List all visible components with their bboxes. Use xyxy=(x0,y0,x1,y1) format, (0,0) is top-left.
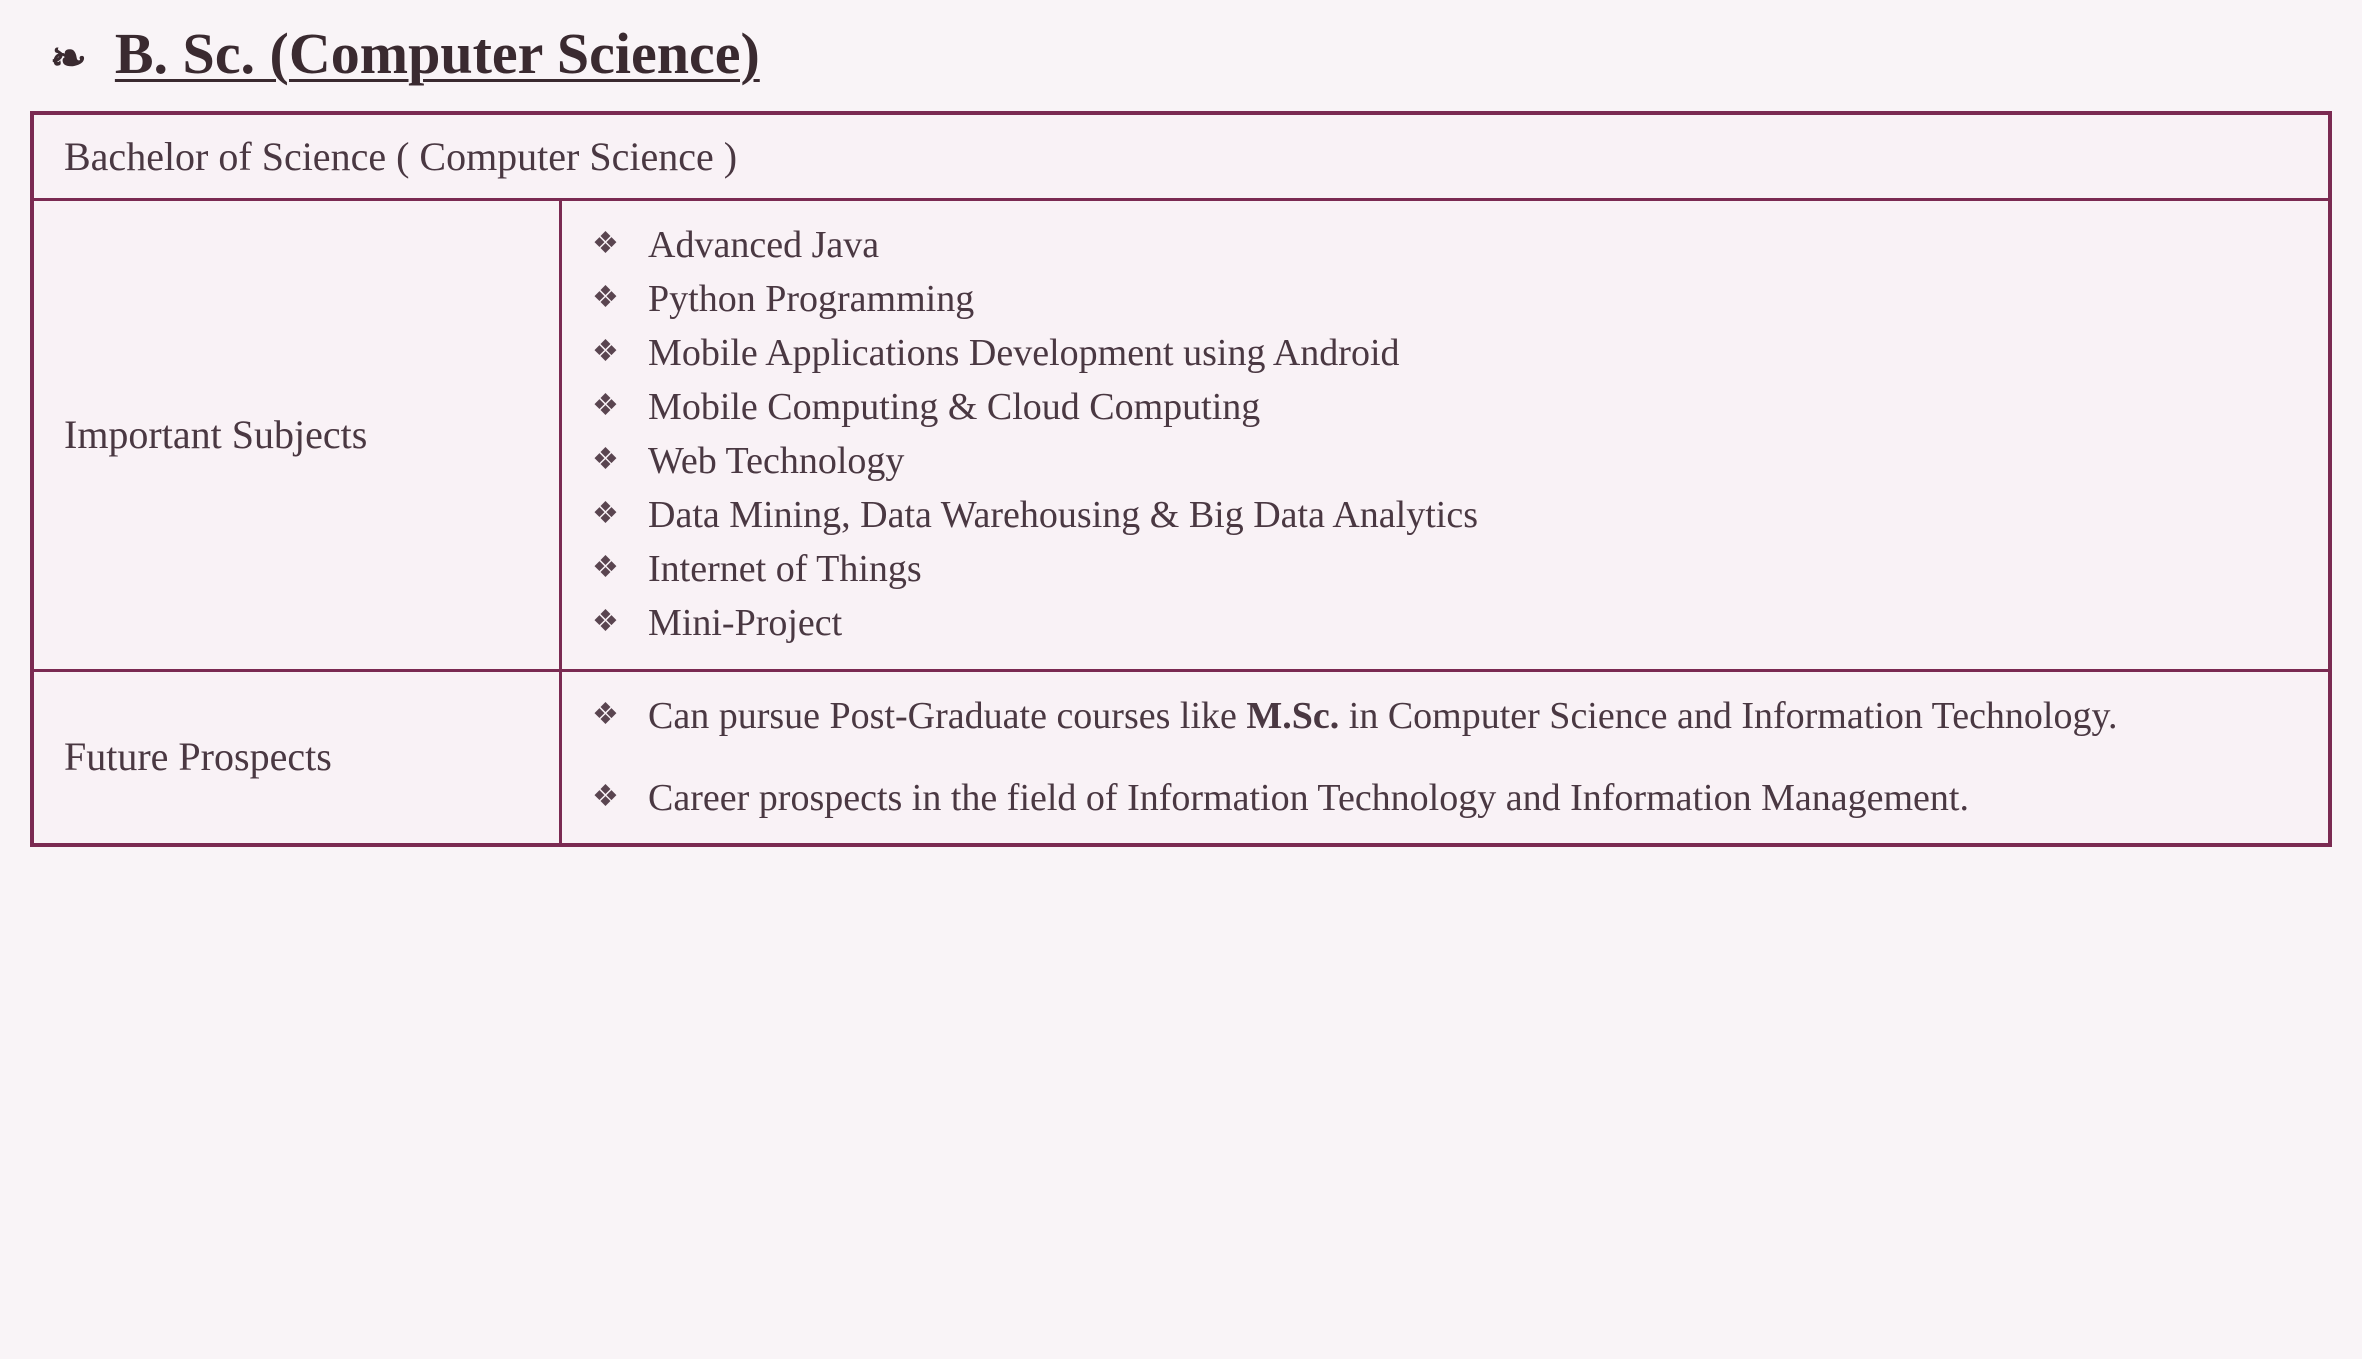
list-item: Career prospects in the field of Informa… xyxy=(592,772,2298,824)
prospects-list: Can pursue Post-Graduate courses like M.… xyxy=(592,690,2298,825)
table-row-subjects: Important Subjects Advanced Java Python … xyxy=(32,200,2330,671)
page-heading: ❧ B. Sc. (Computer Science) xyxy=(50,20,2332,87)
list-item: Mini-Project xyxy=(592,597,2298,651)
list-item: Data Mining, Data Warehousing & Big Data… xyxy=(592,489,2298,543)
subjects-content: Advanced Java Python Programming Mobile … xyxy=(561,200,2330,671)
list-item: Python Programming xyxy=(592,273,2298,327)
prospects-label: Future Prospects xyxy=(32,670,561,844)
list-item: Web Technology xyxy=(592,435,2298,489)
list-item: Can pursue Post-Graduate courses like M.… xyxy=(592,690,2298,742)
table-row-prospects: Future Prospects Can pursue Post-Graduat… xyxy=(32,670,2330,844)
prospects-content: Can pursue Post-Graduate courses like M.… xyxy=(561,670,2330,844)
list-item: Internet of Things xyxy=(592,543,2298,597)
subjects-label: Important Subjects xyxy=(32,200,561,671)
prospect-text-pre: Can pursue Post-Graduate courses like xyxy=(648,695,1246,737)
list-item: Advanced Java xyxy=(592,219,2298,273)
list-item: Mobile Computing & Cloud Computing xyxy=(592,381,2298,435)
subjects-list: Advanced Java Python Programming Mobile … xyxy=(592,219,2298,651)
course-full-title: Bachelor of Science ( Computer Science ) xyxy=(32,113,2330,200)
heading-title: B. Sc. (Computer Science) xyxy=(115,20,760,87)
prospect-text-post: in Computer Science and Information Tech… xyxy=(1339,695,2117,737)
prospect-text-bold: M.Sc. xyxy=(1246,695,1339,737)
list-item: Mobile Applications Development using An… xyxy=(592,327,2298,381)
course-info-table: Bachelor of Science ( Computer Science )… xyxy=(30,111,2332,847)
prospect-text-pre: Career prospects in the field of Informa… xyxy=(648,777,1969,819)
heading-ornament-icon: ❧ xyxy=(50,33,87,84)
table-row-title: Bachelor of Science ( Computer Science ) xyxy=(32,113,2330,200)
